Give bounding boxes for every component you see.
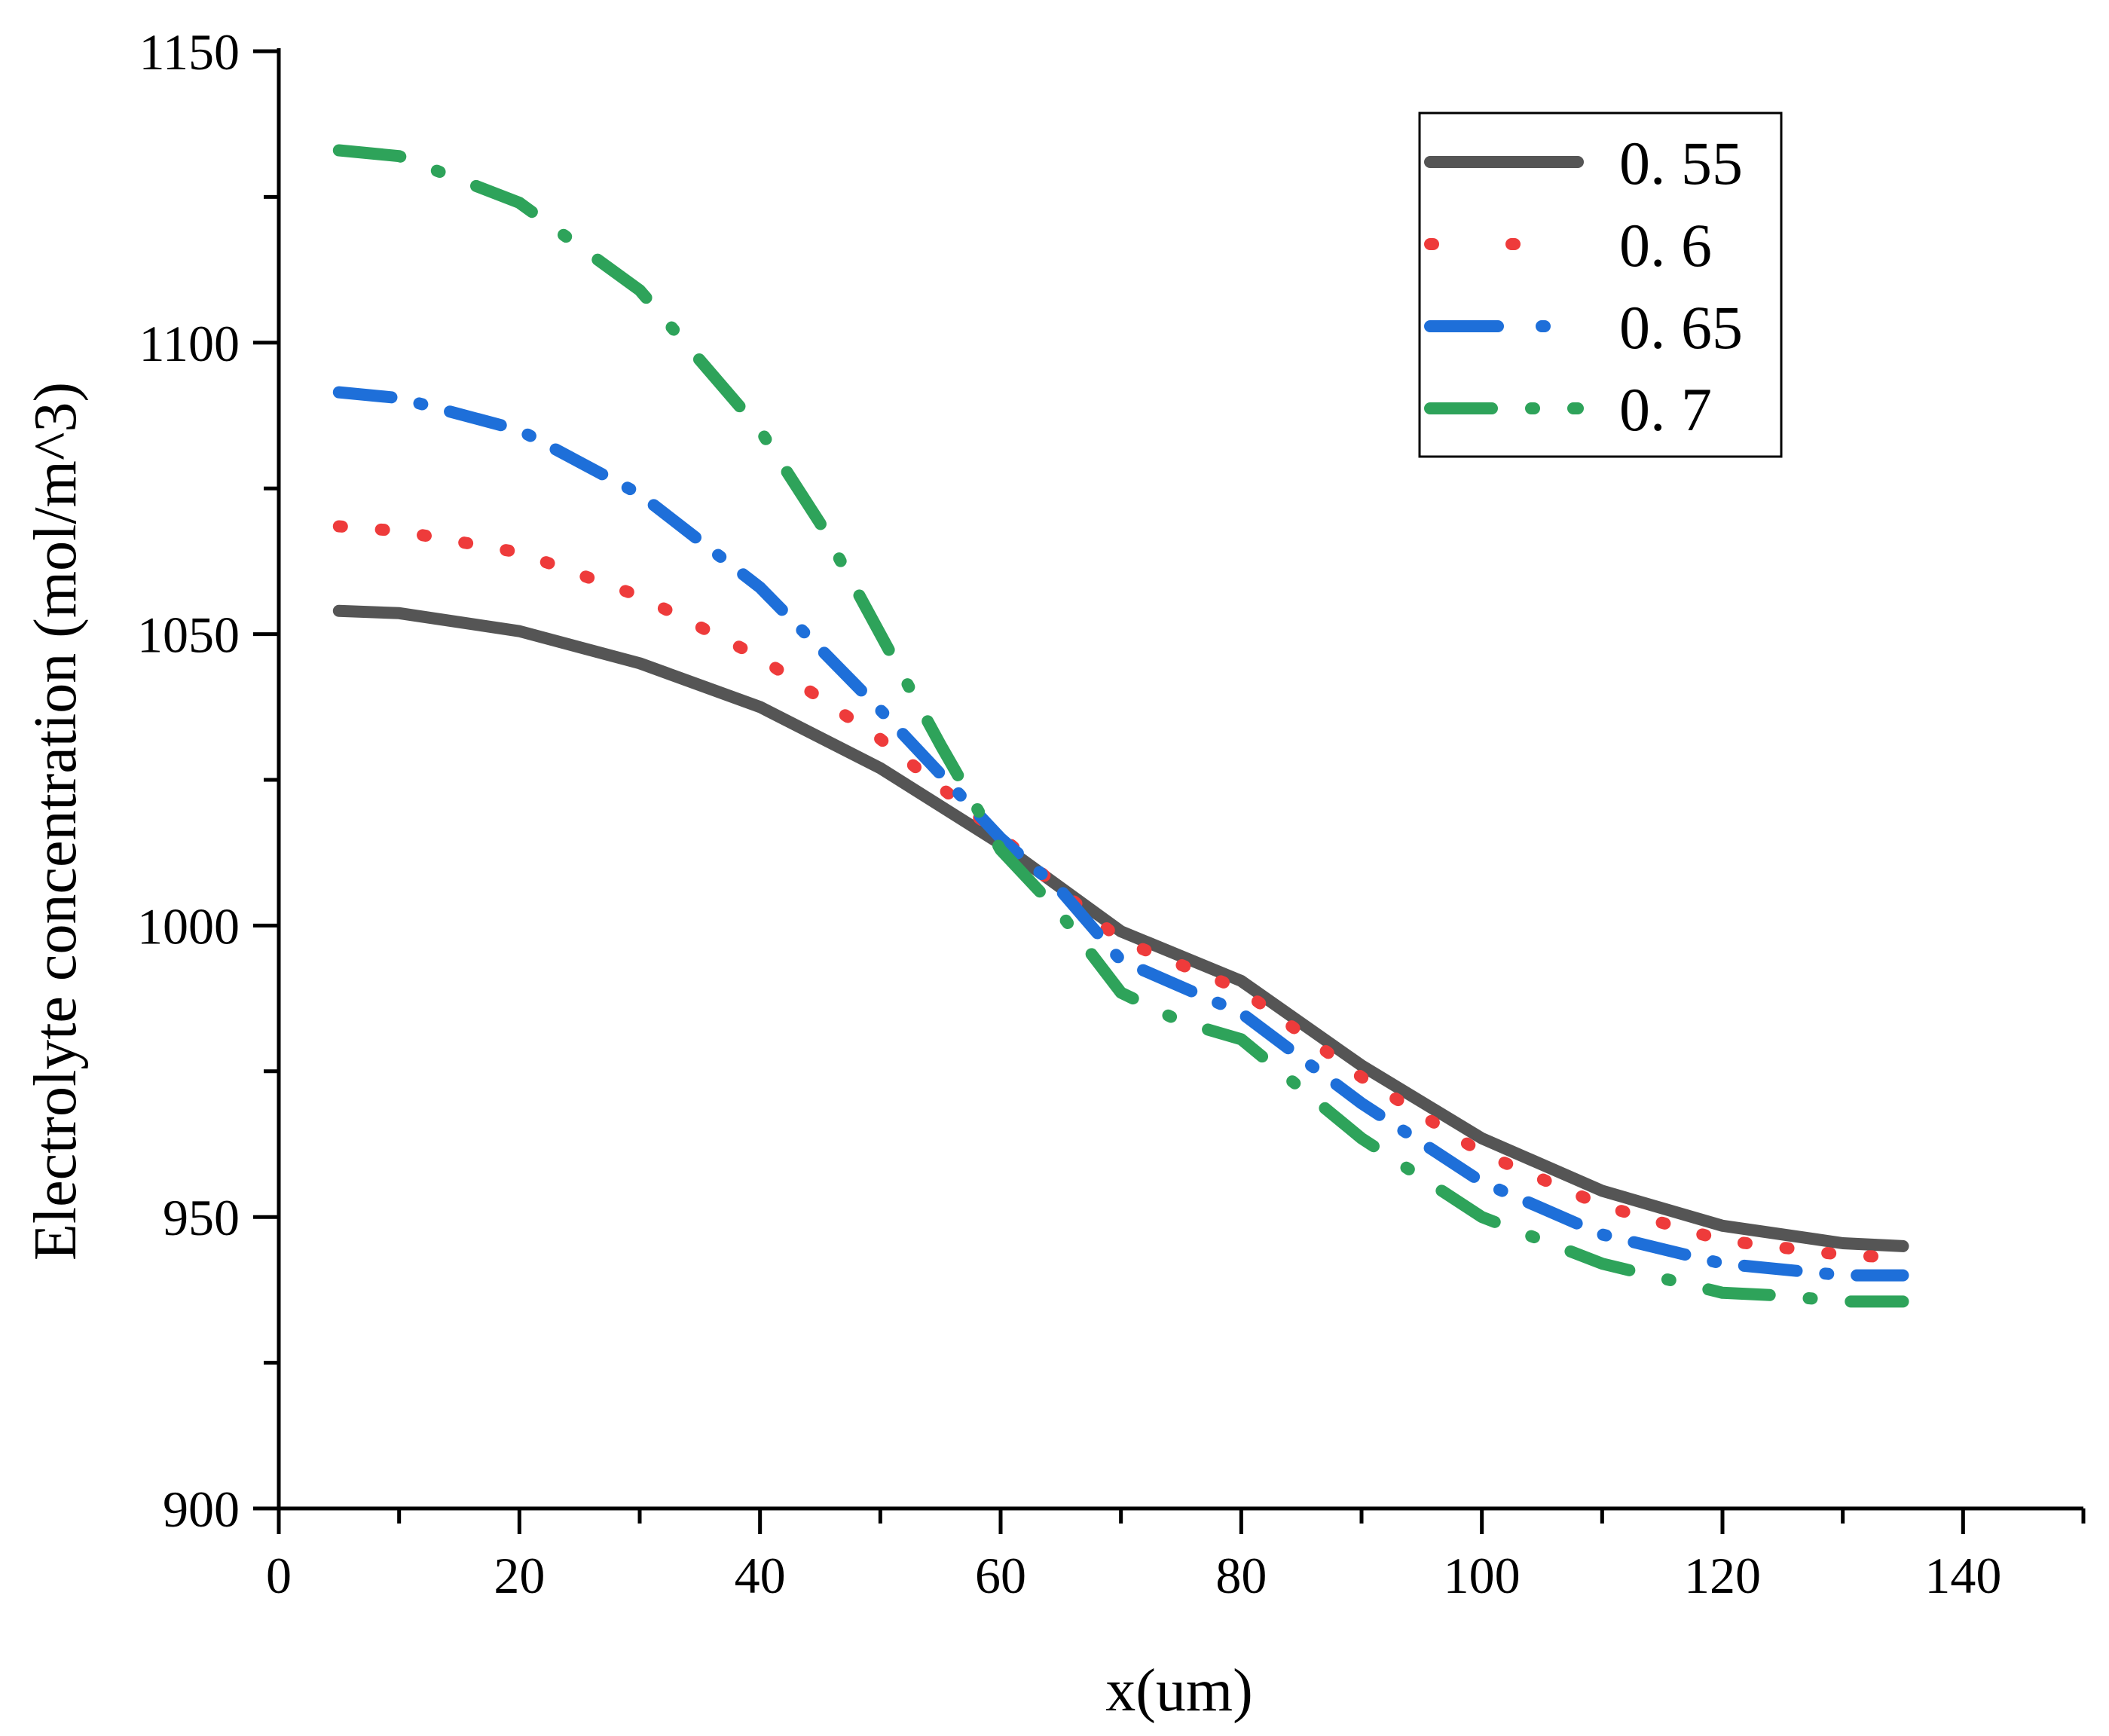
- axes: [277, 48, 2083, 1511]
- legend-label-3: 0. 65: [1619, 293, 1743, 362]
- series-line-4: [332, 144, 1909, 1308]
- series-layer: [332, 144, 1909, 1308]
- y-tick-label: 1050: [137, 607, 240, 664]
- tick-marks: [253, 49, 2086, 1534]
- x-axis-title: x(um): [1105, 1658, 1253, 1724]
- x-tick-label: 80: [1215, 1547, 1267, 1604]
- y-tick-label: 900: [163, 1481, 240, 1538]
- x-tick-label: 120: [1684, 1547, 1761, 1604]
- series-line-2: [332, 520, 1909, 1264]
- series-line-1: [332, 604, 1909, 1252]
- series-line-3: [332, 386, 1909, 1282]
- x-tick-label: 60: [975, 1547, 1026, 1604]
- legend-box: [1418, 112, 1783, 458]
- y-tick-label: 950: [163, 1189, 240, 1246]
- tick-labels: 0 20 40 60 80 100 120 140 900 950 1000 1050 1100 1150: [137, 23, 2001, 1604]
- x-tick-label: 0: [266, 1547, 292, 1604]
- x-tick-label: 140: [1924, 1547, 2001, 1604]
- legend: 0. 55 0. 6 0. 65 0. 7: [1418, 112, 1783, 458]
- legend-label-2: 0. 6: [1619, 211, 1712, 280]
- x-tick-label: 40: [735, 1547, 786, 1604]
- y-axis-title: Electrolyte concentration (mol/m^3): [23, 382, 89, 1261]
- y-tick-label: 1000: [137, 897, 240, 955]
- legend-label-1: 0. 55: [1619, 129, 1743, 197]
- x-tick-label: 20: [494, 1547, 545, 1604]
- x-tick-label: 100: [1444, 1547, 1521, 1604]
- legend-label-4: 0. 7: [1619, 375, 1712, 444]
- y-tick-label: 1150: [139, 23, 240, 81]
- y-tick-label: 1100: [139, 315, 240, 372]
